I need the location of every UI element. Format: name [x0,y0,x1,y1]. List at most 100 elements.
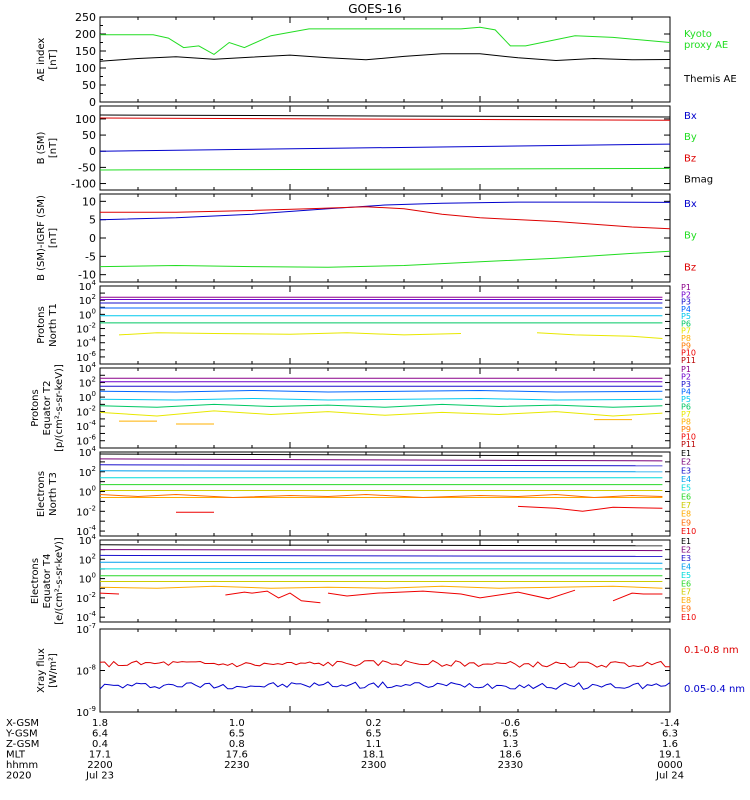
axis-row-value: 6.3 [662,729,678,740]
y-axis-label: [nT] [48,138,59,158]
series-line-bx [99,201,671,221]
series-line-ch7 [536,332,663,339]
series-line-ch4 [99,561,663,564]
y-tick-label: 10-9 [76,705,96,719]
y-axis-label: B (SM) [36,131,47,164]
panel-xray: 10-9 10-8 10-7 Xray flux [W/m²] 0.1-0.8 nm 0.0… [36,622,745,719]
series-line-ch2 [99,549,663,552]
panel-frame [99,105,671,191]
y-tick-label: 10-4 [76,524,96,538]
legend-entry: Bx [684,199,697,210]
y-axis-label: Electrons [36,471,47,517]
axis-row-label: hhmm [6,760,38,771]
y-tick-label: 10 [82,195,96,208]
legend-entry: P8 [681,417,691,426]
series-line-bz [100,206,671,230]
panel-bigrf: -10 -5 0 5 10 B (SM)-IGRF (SM) [nT] Bx By Bz [36,193,697,283]
y-tick-label: 10-2 [76,504,96,518]
panel-frame [99,193,671,283]
legend-entry: P10 [681,432,696,441]
y-tick-label: 102 [79,293,96,307]
series-line-0-05-0-4-nm [99,681,671,690]
axis-row-value: Jul 24 [655,771,684,782]
axis-row-value: 6.5 [229,729,245,740]
legend-entry: By [684,231,697,242]
y-tick-label: 250 [75,11,96,24]
legend-entry: P7 [681,410,691,419]
axis-row-value: 1.6 [662,739,678,750]
legend-entry: P6 [681,319,691,328]
legend-entry: E9 [681,605,691,614]
y-tick-label: 104 [79,361,97,375]
axis-row-value: 6.4 [92,729,108,740]
panel-frame [99,451,671,537]
series-line-ch3 [99,464,663,467]
y-tick-label: 100 [79,390,96,404]
legend-entry: E5 [681,571,691,580]
y-axis-label: Equator T4 [42,554,53,609]
panel-frame [99,628,671,713]
axis-row-value: 6.5 [502,729,518,740]
legend-entry: 0.05-0.4 nm [684,684,745,695]
legend-entry: P1 [681,283,691,292]
series-line-ch10 [517,505,663,512]
legend-entry: E7 [681,501,691,510]
axis-row-value: 19.1 [659,750,681,761]
series-line-ch4 [99,470,663,473]
legend-entry: P6 [681,402,691,411]
panel-elec4: 10-4 10-2 100 102 104 Electrons Equator T4 [e/(… [30,533,696,625]
series-line-ch9 [99,493,663,499]
panel-bsm: -100 -50 0 50 100 B (SM) [nT] Bx By Bz Bmag [36,105,713,191]
series-line-ch5 [99,397,663,401]
y-tick-label: 102 [79,465,96,479]
bottom-axis-table: X-GSM 1.8 1.0 0.2 -0.6 -1.4 Y-GSM 6.4 6.5 6.5 6.5 6… [5,718,684,782]
series-line-themis-ae [99,53,671,62]
legend-entry: E3 [681,466,691,475]
series-line-ch7 [118,332,462,336]
legend-entry: P9 [681,341,691,350]
axis-row-value: 1.8 [92,718,108,729]
legend-entry: P10 [681,349,696,358]
plot-title: GOES-16 [348,2,402,16]
y-tick-label: -10 [78,269,96,282]
series-line-ch1 [99,453,663,457]
y-tick-label: 102 [79,552,96,566]
legend-entry: Bx [684,111,697,122]
axis-row-value: 18.6 [499,750,521,761]
y-tick-label: 50 [82,129,96,142]
series-line-ch4 [99,389,663,393]
y-tick-label: -100 [71,178,96,191]
legend-entry: Bz [684,262,696,273]
legend-entry: Bmag [684,175,713,186]
y-tick-label: 5 [89,214,96,227]
series-line-ch10 [612,592,663,602]
y-tick-label: 10-8 [76,664,96,678]
axis-row-value: Jul 23 [85,771,114,782]
legend-entry: P11 [681,356,696,365]
legend-entry: E3 [681,554,691,563]
axis-row-label: Y-GSM [5,729,38,740]
y-axis-label: North T3 [48,472,59,516]
axis-row-value: 0.4 [92,739,108,750]
legend-entry: P1 [681,365,691,374]
legend-entry: E8 [681,510,691,519]
legend-entry: P8 [681,334,691,343]
axis-row-value: 1.0 [229,718,245,729]
y-tick-label: 10-4 [76,336,96,350]
axis-row-label: 2020 [6,771,31,782]
y-axis-label: [nT] [48,49,59,69]
series-line-0-1-0-8-nm [99,659,671,669]
y-tick-label: 100 [79,572,96,586]
y-tick-label: 10-4 [76,419,96,433]
legend-entry: proxy AE [684,40,728,51]
legend-entry: E6 [681,579,691,588]
legend-entry: E1 [681,449,691,458]
y-tick-label: 150 [75,45,96,58]
legend-entry: P11 [681,440,696,449]
legend-entry: E4 [681,562,691,571]
y-tick-label: 100 [79,307,96,321]
